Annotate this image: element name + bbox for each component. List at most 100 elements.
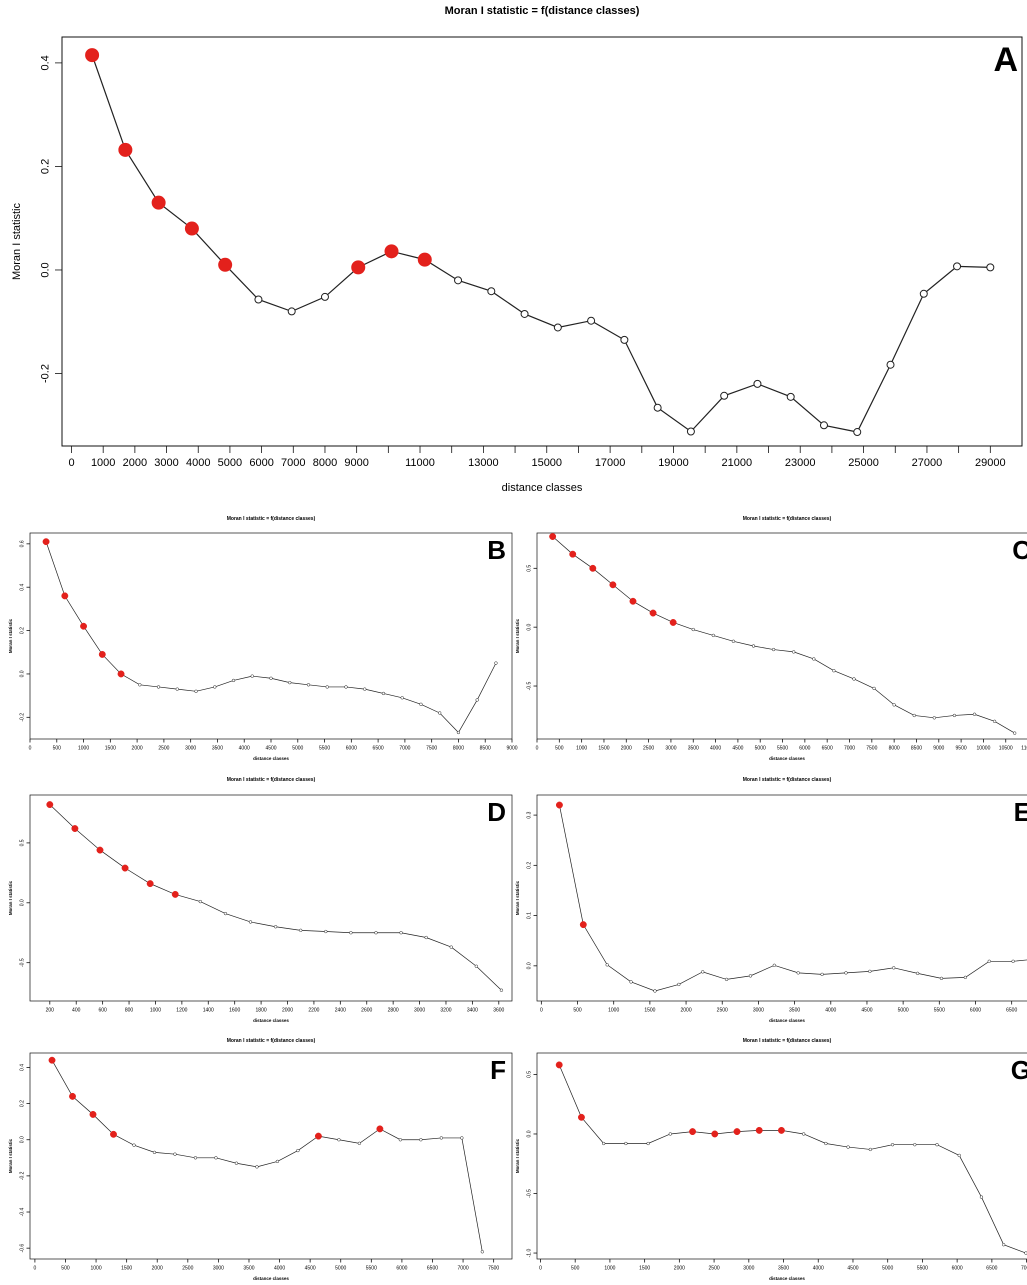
significant-point (314, 1132, 322, 1140)
significant-point (555, 801, 563, 809)
data-point (1002, 1243, 1006, 1247)
data-point (231, 678, 236, 683)
x-tick-label: 9000 (506, 746, 517, 752)
significant-point (609, 581, 617, 589)
y-tick-label: 0.6 (20, 540, 26, 547)
data-point (480, 1250, 484, 1254)
x-tick-label: 7500 (866, 746, 877, 752)
data-point (255, 1165, 259, 1169)
x-tick-label: 0 (540, 1008, 543, 1014)
x-tick-label: 29000 (975, 457, 1006, 469)
x-tick-label: 1500 (644, 1008, 655, 1014)
data-point (344, 685, 348, 689)
x-tick-label: 0 (29, 746, 32, 752)
data-point (296, 1148, 300, 1153)
data-point (132, 1143, 136, 1147)
x-tick-label: 5000 (898, 1008, 909, 1014)
y-tick-label: -0.2 (39, 364, 51, 383)
x-tick-label: 17000 (595, 457, 626, 469)
x-tick-label: 6500 (1006, 1008, 1017, 1014)
data-point (820, 972, 824, 977)
y-axis-label: Moran I statistic (515, 618, 520, 653)
significant-point (48, 1056, 56, 1064)
data-point (602, 1141, 606, 1146)
panel-letter: A (993, 41, 1018, 79)
x-tick-label: 2500 (643, 746, 654, 752)
significant-point (98, 650, 106, 658)
x-tick-label: 2400 (335, 1008, 346, 1014)
y-axis-label: Moran I statistic (8, 618, 13, 653)
x-tick-label: 7500 (488, 1266, 499, 1272)
x-tick-label: 1000 (608, 1008, 619, 1014)
significant-point (146, 880, 154, 888)
data-point (824, 1141, 828, 1146)
data-point (853, 428, 862, 437)
x-axis-label: distance classes (253, 756, 289, 761)
x-tick-label: 1800 (256, 1008, 267, 1014)
x-tick-label: 3500 (789, 1008, 800, 1014)
x-tick-label: 1500 (598, 746, 609, 752)
data-point (812, 657, 816, 661)
data-point (624, 1141, 628, 1146)
x-tick-label: 8500 (911, 746, 922, 752)
data-point (269, 676, 273, 680)
panel-letter: C (1012, 535, 1027, 565)
data-point (753, 379, 762, 388)
x-tick-label: 1000 (78, 746, 89, 752)
data-point (932, 716, 936, 720)
data-point (987, 959, 991, 963)
data-point (751, 644, 756, 648)
data-point (731, 639, 736, 643)
x-tick-label: 2000 (674, 1266, 685, 1272)
data-point (668, 1132, 672, 1136)
x-tick-label: 3500 (688, 746, 699, 752)
x-tick-label: 25000 (848, 457, 879, 469)
data-point (254, 295, 263, 304)
x-tick-label: 2500 (717, 1008, 728, 1014)
chart-title: Moran I statistic = f(distance classes) (445, 5, 640, 17)
data-point (786, 392, 795, 401)
x-tick-label: 1500 (105, 746, 116, 752)
series-line (49, 804, 502, 991)
data-point (748, 974, 753, 978)
x-tick-label: 5000 (882, 1266, 893, 1272)
significant-point (579, 921, 587, 929)
x-tick-label: 2500 (182, 1266, 193, 1272)
x-tick-label: 3000 (665, 746, 676, 752)
x-tick-label: 7000 (844, 746, 855, 752)
data-point (424, 935, 428, 940)
x-tick-label: 6000 (249, 457, 273, 469)
significant-point (42, 538, 50, 546)
significant-point (376, 1125, 384, 1133)
significant-point (184, 221, 199, 236)
x-tick-label: 800 (125, 1008, 134, 1014)
data-point (646, 1141, 650, 1146)
data-point (605, 963, 609, 967)
data-point (460, 1136, 464, 1140)
x-tick-label: 6500 (373, 746, 384, 752)
y-tick-label: 0.0 (527, 962, 533, 969)
data-point (487, 287, 496, 296)
chart-panel-f: Moran I statistic = f(distance classes) 0… (8, 1038, 513, 1281)
data-point (892, 703, 896, 707)
x-tick-label: 7500 (426, 746, 437, 752)
x-tick-label: 5500 (366, 1266, 377, 1272)
x-tick-label: 1500 (121, 1266, 132, 1272)
series-line (51, 1060, 483, 1252)
x-tick-label: 1000 (604, 1266, 615, 1272)
x-tick-label: 8500 (480, 746, 491, 752)
y-tick-label: 0.5 (20, 839, 26, 846)
chart-panel-d: Moran I statistic = f(distance classes) 2… (8, 777, 513, 1023)
data-point (306, 683, 311, 687)
data-point (872, 686, 876, 691)
data-point (273, 925, 278, 929)
chart-title: Moran I statistic = f(distance classes) (743, 516, 832, 522)
data-point (720, 391, 729, 400)
x-tick-label: 2600 (361, 1008, 372, 1014)
x-tick-label: 4500 (265, 746, 276, 752)
significant-point (733, 1128, 741, 1136)
data-point (337, 1138, 341, 1142)
data-point (193, 1156, 198, 1160)
x-tick-label: 1400 (203, 1008, 214, 1014)
